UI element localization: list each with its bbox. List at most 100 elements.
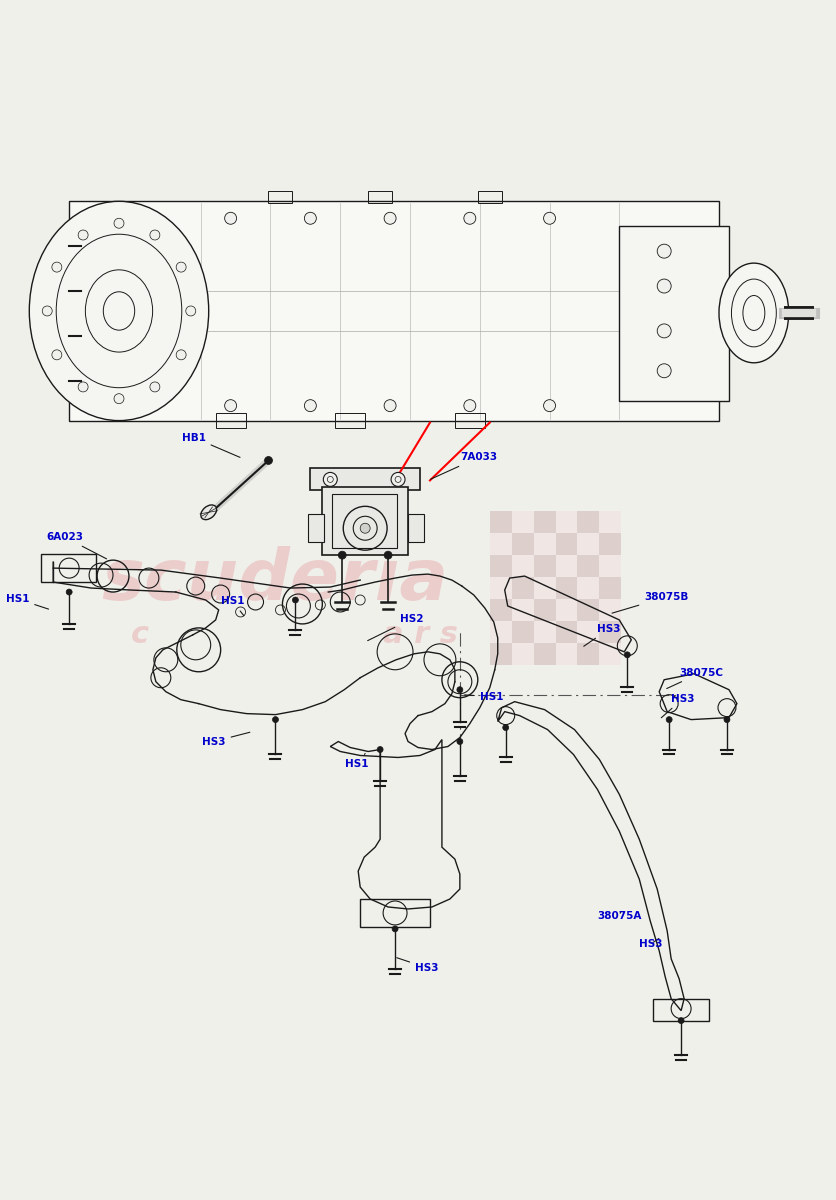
Text: c                      a r s: c a r s	[131, 620, 458, 649]
Circle shape	[392, 926, 398, 932]
Bar	[490, 556, 512, 577]
Circle shape	[304, 400, 316, 412]
Text: 7A033: 7A033	[431, 452, 497, 479]
Bar	[512, 620, 533, 643]
Circle shape	[384, 551, 392, 559]
Circle shape	[384, 400, 396, 412]
Text: scuderia: scuderia	[101, 546, 448, 614]
Bar	[578, 643, 599, 665]
Bar	[599, 511, 621, 533]
Circle shape	[114, 218, 124, 228]
Bar	[455, 413, 485, 427]
Circle shape	[678, 1018, 684, 1024]
Circle shape	[52, 262, 62, 272]
Circle shape	[43, 306, 52, 316]
Bar	[599, 599, 621, 620]
Text: HS3: HS3	[584, 624, 621, 647]
Circle shape	[176, 262, 186, 272]
Circle shape	[377, 746, 383, 752]
Circle shape	[666, 716, 672, 722]
Bar	[533, 643, 556, 665]
Bar	[578, 577, 599, 599]
Circle shape	[391, 473, 405, 486]
Circle shape	[543, 212, 556, 224]
Circle shape	[293, 598, 298, 602]
Ellipse shape	[201, 505, 217, 520]
Text: HB1: HB1	[181, 432, 240, 457]
Bar	[268, 191, 293, 203]
Polygon shape	[619, 227, 729, 401]
Circle shape	[328, 476, 334, 482]
Bar	[368, 191, 392, 203]
Text: HS1: HS1	[6, 594, 48, 610]
Text: 38075A: 38075A	[598, 911, 642, 920]
Bar	[533, 620, 556, 643]
Text: HS3: HS3	[640, 938, 663, 949]
Circle shape	[225, 400, 237, 412]
Circle shape	[66, 589, 72, 595]
Bar	[599, 577, 621, 599]
Text: 38075C: 38075C	[666, 667, 723, 689]
Bar	[512, 643, 533, 665]
Circle shape	[78, 230, 88, 240]
Circle shape	[150, 382, 160, 392]
Circle shape	[456, 738, 463, 744]
Circle shape	[502, 725, 508, 731]
Bar	[599, 556, 621, 577]
Bar	[556, 599, 578, 620]
Circle shape	[657, 244, 671, 258]
Bar	[556, 556, 578, 577]
Bar	[556, 533, 578, 556]
Bar	[512, 577, 533, 599]
Circle shape	[464, 212, 476, 224]
Bar	[408, 515, 424, 542]
Bar	[490, 533, 512, 556]
Circle shape	[384, 212, 396, 224]
Bar	[556, 620, 578, 643]
Bar	[578, 556, 599, 577]
Circle shape	[657, 364, 671, 378]
Bar	[490, 599, 512, 620]
Circle shape	[150, 230, 160, 240]
Bar	[556, 643, 578, 665]
Circle shape	[78, 382, 88, 392]
Bar	[599, 643, 621, 665]
Polygon shape	[69, 202, 719, 420]
Circle shape	[176, 350, 186, 360]
Text: HS3: HS3	[202, 732, 250, 746]
Circle shape	[304, 212, 316, 224]
Bar	[512, 556, 533, 577]
Text: HS3: HS3	[661, 694, 695, 718]
Bar	[41, 554, 96, 582]
Text: HS1: HS1	[465, 691, 503, 702]
Bar	[490, 643, 512, 665]
Bar	[512, 511, 533, 533]
Bar	[490, 620, 512, 643]
Bar	[533, 533, 556, 556]
Circle shape	[225, 212, 237, 224]
Circle shape	[52, 350, 62, 360]
Bar	[533, 556, 556, 577]
Circle shape	[657, 324, 671, 338]
Bar	[332, 494, 397, 548]
Bar	[556, 511, 578, 533]
Bar	[335, 413, 365, 427]
Ellipse shape	[719, 263, 788, 362]
Circle shape	[114, 394, 124, 403]
Bar	[490, 577, 512, 599]
Text: 6A023: 6A023	[46, 532, 106, 559]
Bar	[310, 468, 420, 491]
Text: HS1: HS1	[221, 596, 244, 616]
Bar	[556, 577, 578, 599]
Bar	[512, 599, 533, 620]
Circle shape	[395, 476, 401, 482]
Ellipse shape	[29, 202, 209, 420]
Bar	[308, 515, 324, 542]
Circle shape	[339, 551, 346, 559]
Circle shape	[186, 306, 196, 316]
Bar	[599, 533, 621, 556]
Text: HS1: HS1	[345, 754, 369, 769]
Circle shape	[360, 523, 370, 533]
Bar	[533, 577, 556, 599]
Circle shape	[543, 400, 556, 412]
